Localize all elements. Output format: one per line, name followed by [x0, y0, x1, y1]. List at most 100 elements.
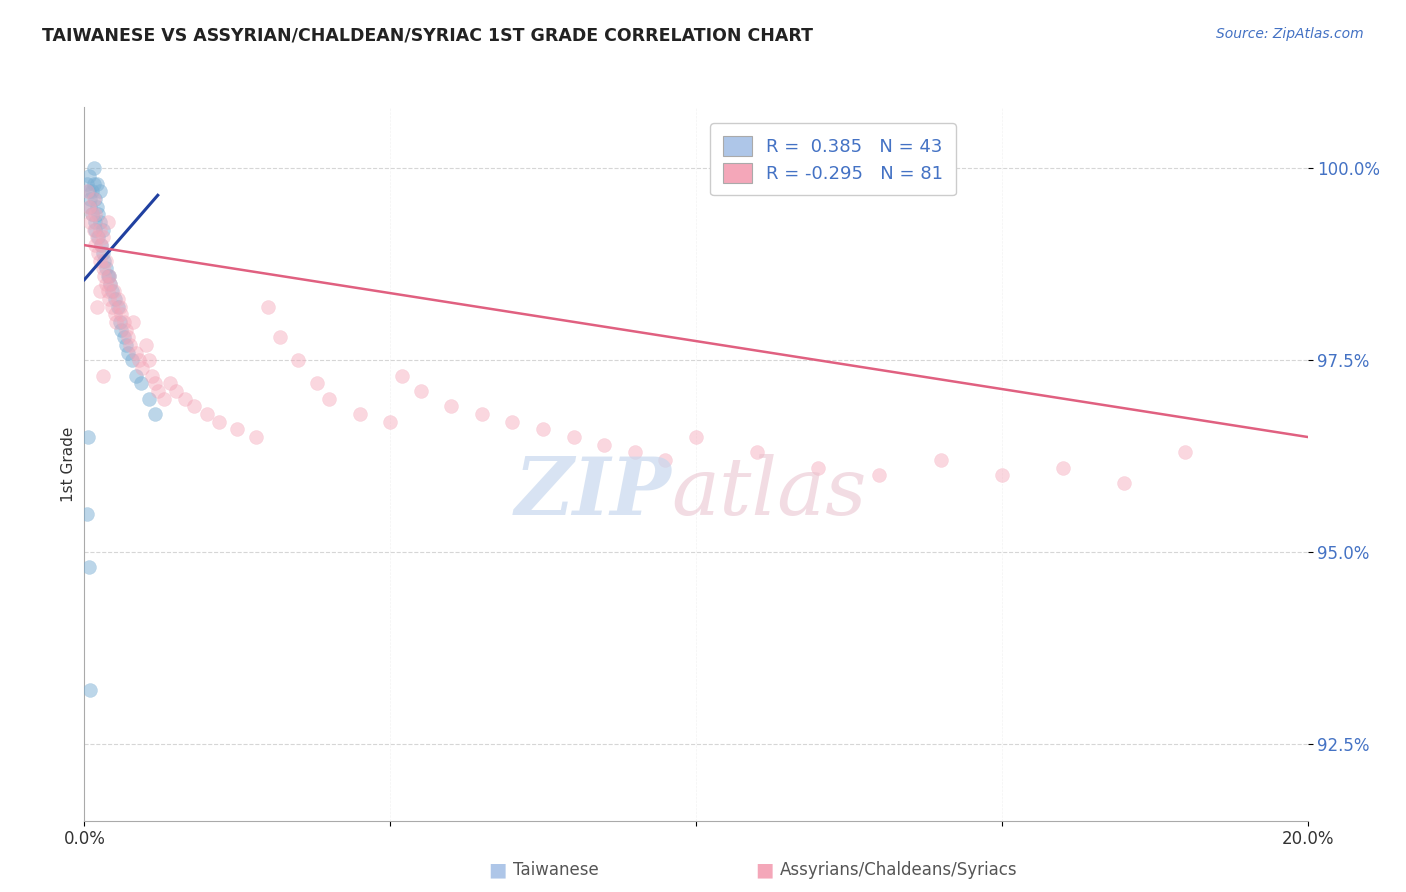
Point	[89, 223, 111, 237]
Point	[108, 300, 131, 314]
Point	[76, 177, 98, 191]
Point	[409, 384, 432, 398]
Point	[87, 207, 110, 221]
Point	[105, 315, 128, 329]
Point	[80, 207, 103, 221]
Point	[89, 284, 111, 298]
Point	[129, 376, 152, 391]
Point	[112, 330, 135, 344]
Point	[208, 415, 231, 429]
Point	[143, 376, 166, 391]
Point	[77, 430, 100, 444]
Point	[391, 368, 413, 383]
Point	[143, 407, 166, 421]
Point	[153, 392, 176, 406]
Point	[98, 277, 121, 291]
Point	[89, 253, 111, 268]
Point	[305, 376, 328, 391]
Point	[79, 192, 101, 206]
Point	[77, 560, 100, 574]
Point	[440, 399, 463, 413]
Point	[146, 384, 169, 398]
Point	[110, 307, 132, 321]
Point	[471, 407, 494, 421]
Point	[138, 392, 160, 406]
Point	[128, 353, 150, 368]
Point	[87, 230, 110, 244]
Point	[269, 330, 291, 344]
Point	[89, 185, 111, 199]
Point	[141, 368, 163, 383]
Point	[501, 415, 523, 429]
Point	[77, 169, 100, 183]
Point	[107, 292, 129, 306]
Point	[195, 407, 218, 421]
Point	[107, 300, 129, 314]
Point	[593, 437, 616, 451]
Point	[86, 177, 108, 191]
Point	[76, 507, 98, 521]
Point	[122, 315, 145, 329]
Point	[94, 253, 117, 268]
Point	[79, 215, 101, 229]
Point	[83, 215, 105, 229]
Point	[97, 268, 120, 283]
Text: Source: ZipAtlas.com: Source: ZipAtlas.com	[1216, 27, 1364, 41]
Point	[112, 315, 135, 329]
Point	[245, 430, 267, 444]
Point	[77, 185, 100, 199]
Point	[131, 360, 153, 375]
Point	[93, 253, 115, 268]
Text: ■: ■	[488, 860, 506, 880]
Point	[745, 445, 768, 459]
Point	[135, 338, 157, 352]
Point	[807, 460, 830, 475]
Point	[83, 177, 105, 191]
Point	[97, 284, 120, 298]
Point	[86, 200, 108, 214]
Point	[91, 223, 114, 237]
Point	[76, 185, 98, 199]
Point	[349, 407, 371, 421]
Point	[84, 192, 107, 206]
Text: Taiwanese: Taiwanese	[513, 861, 599, 879]
Point	[87, 245, 110, 260]
Point	[91, 261, 114, 276]
Point	[90, 238, 112, 252]
Point	[121, 353, 143, 368]
Point	[91, 245, 114, 260]
Point	[86, 230, 108, 244]
Point	[101, 284, 124, 298]
Point	[89, 215, 111, 229]
Point	[82, 207, 104, 221]
Point	[80, 185, 103, 199]
Point	[98, 277, 121, 291]
Point	[84, 207, 107, 221]
Point	[101, 300, 124, 314]
Point	[83, 223, 105, 237]
Point	[165, 384, 187, 398]
Text: ZIP: ZIP	[515, 454, 672, 531]
Point	[79, 200, 101, 214]
Point	[1174, 445, 1197, 459]
Point	[380, 415, 402, 429]
Point	[115, 338, 138, 352]
Point	[103, 284, 125, 298]
Point	[86, 300, 108, 314]
Point	[91, 368, 114, 383]
Point	[84, 238, 107, 252]
Point	[91, 230, 114, 244]
Point	[287, 353, 309, 368]
Text: Assyrians/Chaldeans/Syriacs: Assyrians/Chaldeans/Syriacs	[780, 861, 1018, 879]
Point	[929, 453, 952, 467]
Point	[531, 422, 554, 436]
Point	[117, 330, 139, 344]
Point	[77, 200, 100, 214]
Point	[120, 338, 142, 352]
Point	[83, 161, 105, 176]
Point	[83, 192, 105, 206]
Point	[138, 353, 160, 368]
Point	[79, 683, 101, 698]
Point	[93, 268, 115, 283]
Point	[318, 392, 340, 406]
